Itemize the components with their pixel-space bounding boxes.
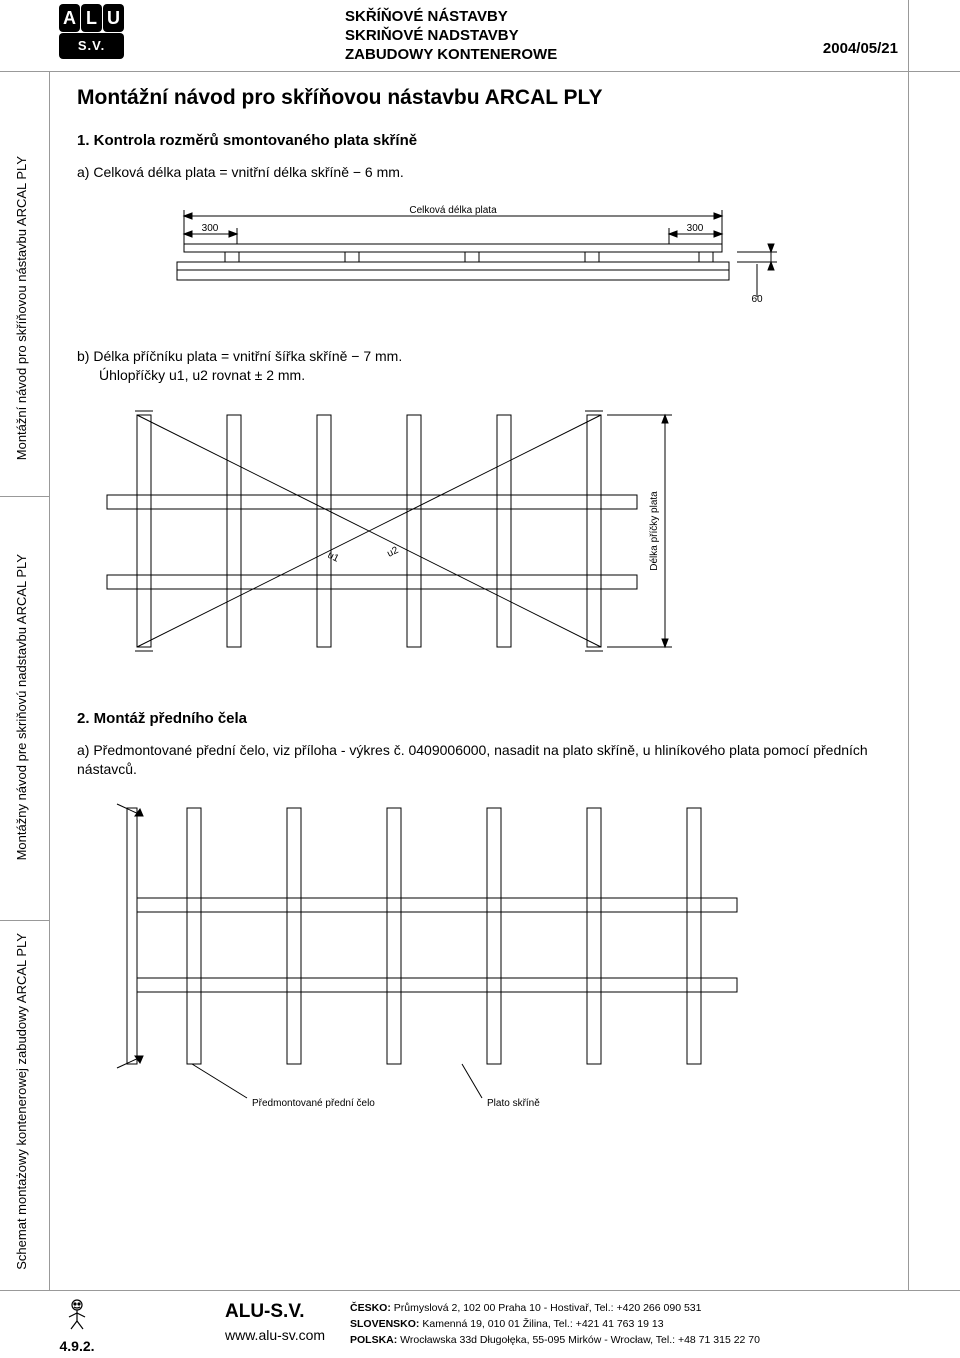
footer-website: www.alu-sv.com [225, 1327, 325, 1343]
page: A L U S.V. SKŘÍŇOVÉ NÁSTAVBY SKRIŇOVÉ NA… [0, 0, 960, 1358]
content: Montážní návod pro skříňovou nástavbu AR… [77, 86, 890, 1153]
mascot-icon [59, 1295, 95, 1331]
header-titles: SKŘÍŇOVÉ NÁSTAVBY SKRIŇOVÉ NADSTAVBY ZAB… [345, 8, 557, 64]
paragraph-1b: b) Délka příčníku plata = vnitřní šířka … [77, 347, 890, 385]
figure-3-svg: Předmontované přední čelo Plato skříně [77, 798, 777, 1128]
footer-addr-pl: POLSKA: Wrocławska 33d Długołęka, 55-095… [350, 1333, 760, 1349]
header: A L U S.V. SKŘÍŇOVÉ NÁSTAVBY SKRIŇOVÉ NA… [0, 0, 960, 72]
paragraph-1a: a) Celková délka plata = vnitřní délka s… [77, 163, 890, 182]
fig1-dim-right: 300 [687, 223, 704, 234]
section-heading-1: 1. Kontrola rozměrů smontovaného plata s… [77, 132, 890, 149]
doc-title: Montážní návod pro skříňovou nástavbu AR… [77, 86, 890, 110]
sidebar-labels: Montážní návod pro skříňovou nástavbu AR… [14, 72, 38, 1290]
header-title-line: SKŘÍŇOVÉ NÁSTAVBY [345, 8, 557, 27]
sidebar-label: Schemat montażowy kontenerowej zabudowy … [14, 933, 29, 1270]
footer: 4.9.2. ALU-S.V. www.alu-sv.com ČESKO: Pr… [0, 1290, 960, 1358]
fig3-label-left: Předmontované přední čelo [252, 1098, 375, 1109]
logo: A L U S.V. [59, 4, 127, 60]
logo-bottom: S.V. [59, 33, 124, 59]
paragraph-2a: a) Předmontované přední čelo, viz příloh… [77, 741, 890, 779]
fig2-u2: u2 [385, 544, 400, 559]
figure-1: Celková délka plata 300 300 [77, 202, 890, 327]
figure-1-svg: Celková délka plata 300 300 [77, 202, 797, 322]
fig2-label-right: Délka příčky plata [649, 490, 660, 570]
logo-letter: A [59, 4, 80, 32]
footer-left: 4.9.2. [59, 1295, 95, 1354]
section-heading-2: 2. Montáž předního čela [77, 710, 890, 727]
figure-2-svg: u1 u2 Délka příčky plata [77, 405, 717, 685]
footer-addresses: ČESKO: Průmyslová 2, 102 00 Praha 10 - H… [350, 1301, 760, 1348]
sidebar-label: Montážny návod pre skriňovú nadstavbu AR… [14, 554, 29, 860]
logo-letter: L [81, 4, 102, 32]
right-margin-line [908, 0, 909, 1290]
fig3-label-right: Plato skříně [487, 1098, 540, 1109]
page-number: 4.9.2. [59, 1338, 95, 1354]
sidebar-divider [49, 72, 50, 1290]
logo-top: A L U [59, 4, 127, 32]
footer-brand: ALU-S.V. [225, 1301, 325, 1323]
paragraph-1b-line2: Úhlopříčky u1, u2 rovnat ± 2 mm. [99, 367, 305, 383]
header-title-line: SKRIŇOVÉ NADSTAVBY [345, 27, 557, 46]
figure-3: Předmontované přední čelo Plato skříně [77, 798, 890, 1133]
header-title-line: ZABUDOWY KONTENEROWE [345, 46, 557, 65]
paragraph-1b-line1: b) Délka příčníku plata = vnitřní šířka … [77, 348, 402, 364]
logo-letter: U [103, 4, 124, 32]
figure-2: u1 u2 Délka příčky plata [77, 405, 890, 690]
fig1-label-top: Celková délka plata [409, 205, 497, 216]
sidebar-label: Montážní návod pro skříňovou nástavbu AR… [14, 156, 29, 460]
footer-mid: ALU-S.V. www.alu-sv.com [225, 1301, 325, 1343]
footer-addr-cz: ČESKO: Průmyslová 2, 102 00 Praha 10 - H… [350, 1301, 760, 1317]
fig1-dim-left: 300 [202, 223, 219, 234]
header-date: 2004/05/21 [823, 40, 898, 57]
footer-addr-sk: SLOVENSKO: Kamenná 19, 010 01 Žilina, Te… [350, 1317, 760, 1333]
